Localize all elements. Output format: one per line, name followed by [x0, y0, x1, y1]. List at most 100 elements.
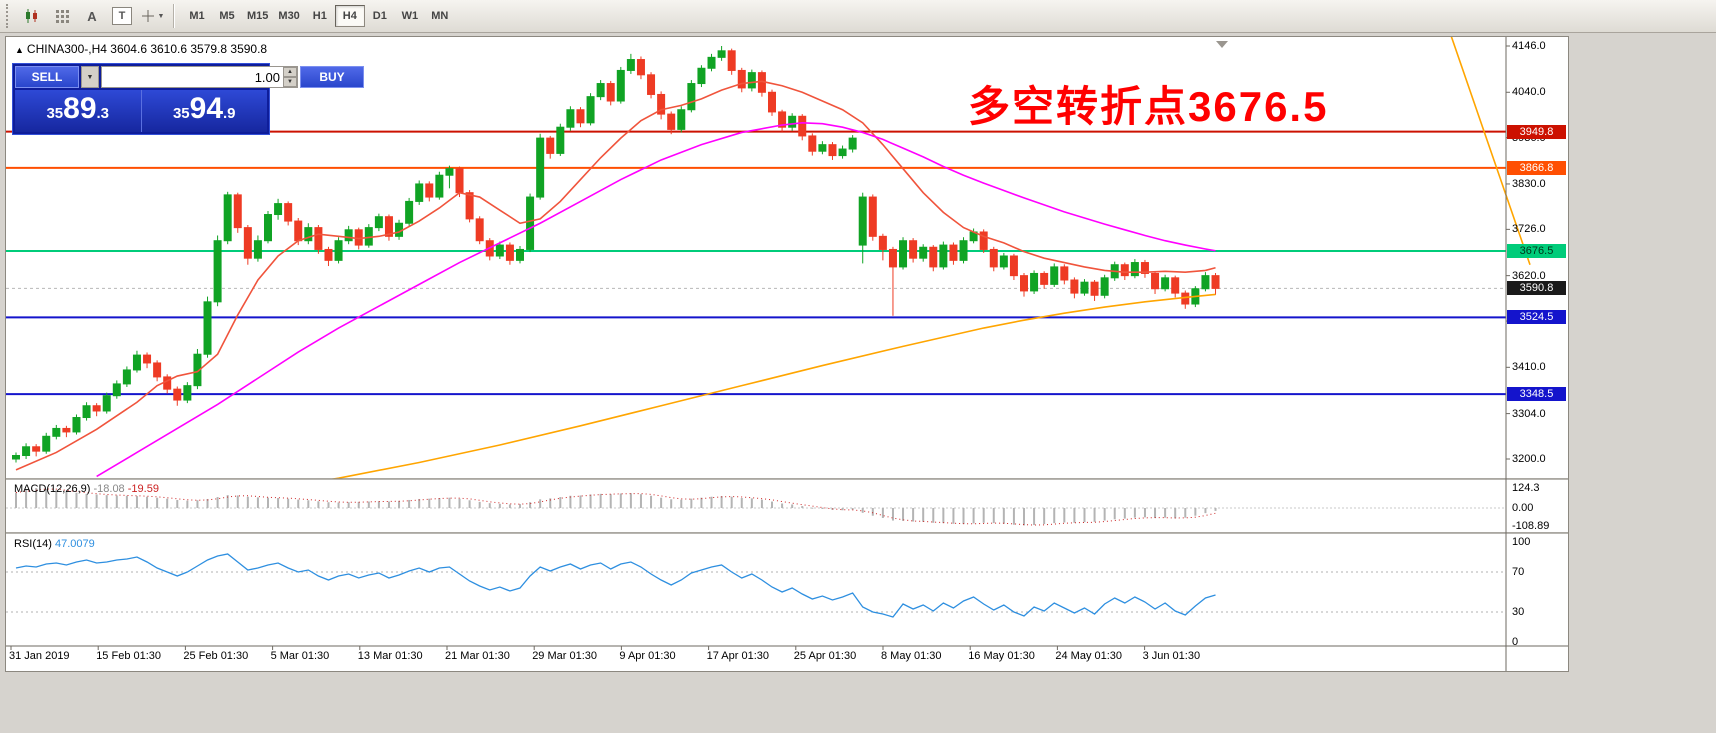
macd-histogram: [15, 488, 1217, 526]
macd-bar: [680, 499, 683, 508]
macd-bar: [932, 508, 935, 523]
candle-body: [112, 383, 121, 397]
sell-price[interactable]: 35 89.3: [15, 90, 142, 132]
candle-body: [122, 369, 131, 385]
candle-body: [768, 91, 776, 113]
candle-body: [1090, 281, 1099, 296]
candle-body: [919, 246, 928, 259]
candle-body: [62, 427, 71, 433]
candles-group: [12, 46, 1220, 463]
rsi-value: 47.0079: [54, 538, 95, 550]
candle-body: [132, 354, 141, 371]
chart-header: ▲ CHINA300-,H4 3604.6 3610.6 3579.8 3590.…: [15, 42, 267, 56]
candle-body: [727, 50, 736, 71]
moving-average-mid-magenta[interactable]: [96, 122, 1216, 478]
lot-increase-button[interactable]: ▲: [283, 67, 297, 77]
candle-body: [697, 67, 706, 85]
candle-body: [667, 113, 676, 130]
macd-bar: [307, 500, 310, 508]
candle-body: [12, 455, 20, 460]
macd-bar: [1143, 508, 1146, 518]
candle-body: [596, 83, 605, 98]
candle-body: [324, 248, 333, 261]
macd-bar: [589, 494, 592, 508]
candle-body: [304, 227, 313, 242]
buy-price[interactable]: 35 94.9: [142, 90, 268, 132]
candle-body: [374, 216, 383, 229]
candle-body: [1171, 277, 1180, 294]
sell-button[interactable]: SELL: [15, 66, 79, 88]
tab-timeframe-MN[interactable]: MN: [431, 10, 449, 22]
candle-body: [586, 96, 595, 124]
candle-body: [405, 200, 414, 224]
macd-signal-value: -19.59: [127, 483, 159, 495]
candle-body: [72, 417, 81, 433]
macd-bar: [881, 508, 884, 518]
macd-bar: [357, 501, 360, 508]
candle-body: [143, 354, 152, 364]
indicator-grid-icon[interactable]: [48, 3, 76, 29]
candle-body: [1211, 275, 1220, 289]
time-axis-label: 15 Feb 01:30: [96, 650, 162, 662]
macd-bar: [801, 506, 804, 508]
macd-bar: [1033, 508, 1036, 526]
moving-average-fast-red[interactable]: [15, 80, 1216, 471]
candle-body: [636, 59, 645, 76]
candle-body: [526, 196, 535, 250]
macd-bar: [166, 498, 169, 508]
candlestick-chart-icon[interactable]: [18, 3, 46, 29]
rsi-label: RSI(14) 47.0079: [14, 538, 95, 550]
lot-decrease-button[interactable]: ▼: [283, 77, 297, 87]
tab-timeframe-H4[interactable]: H4: [334, 5, 365, 27]
macd-bar: [1083, 508, 1086, 523]
candle-body: [92, 405, 101, 412]
textbox-tool-icon[interactable]: T: [108, 3, 136, 29]
tab-timeframe-M15[interactable]: M15: [247, 10, 269, 22]
price-shift-marker[interactable]: [1216, 41, 1228, 48]
tab-timeframe-W1[interactable]: W1: [401, 10, 419, 22]
collapse-triangle-icon[interactable]: ▲: [15, 45, 24, 55]
trendline[interactable]: [1450, 37, 1531, 265]
lot-size-field: ▲ ▼: [101, 66, 298, 88]
macd-bar: [327, 502, 330, 508]
macd-bar: [549, 498, 552, 508]
candle-body: [102, 395, 111, 412]
tab-timeframe-M1[interactable]: M1: [189, 10, 205, 22]
text-tool-icon[interactable]: A: [78, 3, 106, 29]
macd-scale-label: -108.89: [1512, 519, 1550, 532]
macd-label: MACD(12,26,9) -18.08 -19.59: [14, 483, 159, 495]
candle-body: [1050, 266, 1059, 285]
candle-body: [707, 56, 716, 69]
macd-bar: [690, 498, 693, 508]
macd-bar: [25, 489, 28, 508]
tab-timeframe-M30[interactable]: M30: [278, 10, 300, 22]
macd-bar: [377, 501, 380, 508]
candle-body: [344, 229, 353, 242]
macd-bar: [922, 508, 925, 522]
crosshair-tool-icon[interactable]: ▼: [138, 3, 166, 29]
macd-bar: [1123, 508, 1126, 519]
lot-dropdown-button[interactable]: ▼: [81, 66, 99, 88]
buy-button[interactable]: BUY: [300, 66, 364, 88]
lot-size-input[interactable]: [102, 67, 283, 87]
chart-canvas[interactable]: [6, 37, 1568, 671]
chart-annotation-text[interactable]: 多空转折点3676.5: [968, 83, 1329, 130]
macd-bar: [1023, 508, 1025, 526]
macd-bar: [85, 493, 88, 508]
toolbar-grip[interactable]: [6, 4, 12, 28]
macd-scale-label: 124.3: [1512, 481, 1540, 494]
macd-bar: [448, 497, 451, 508]
tab-timeframe-D1[interactable]: D1: [372, 10, 387, 22]
candle-body: [243, 227, 252, 259]
toolbar-separator: [173, 4, 175, 28]
macd-bar: [1154, 508, 1157, 518]
macd-bar: [1204, 508, 1207, 514]
macd-bar: [599, 493, 602, 508]
tab-timeframe-H1[interactable]: H1: [312, 10, 327, 22]
candle-body: [274, 203, 283, 216]
candle-body: [1020, 275, 1028, 292]
moving-average-slow-orange[interactable]: [16, 293, 1216, 514]
time-axis-label: 13 Mar 01:30: [357, 650, 423, 662]
macd-bar: [781, 503, 784, 508]
tab-timeframe-M5[interactable]: M5: [219, 10, 235, 22]
